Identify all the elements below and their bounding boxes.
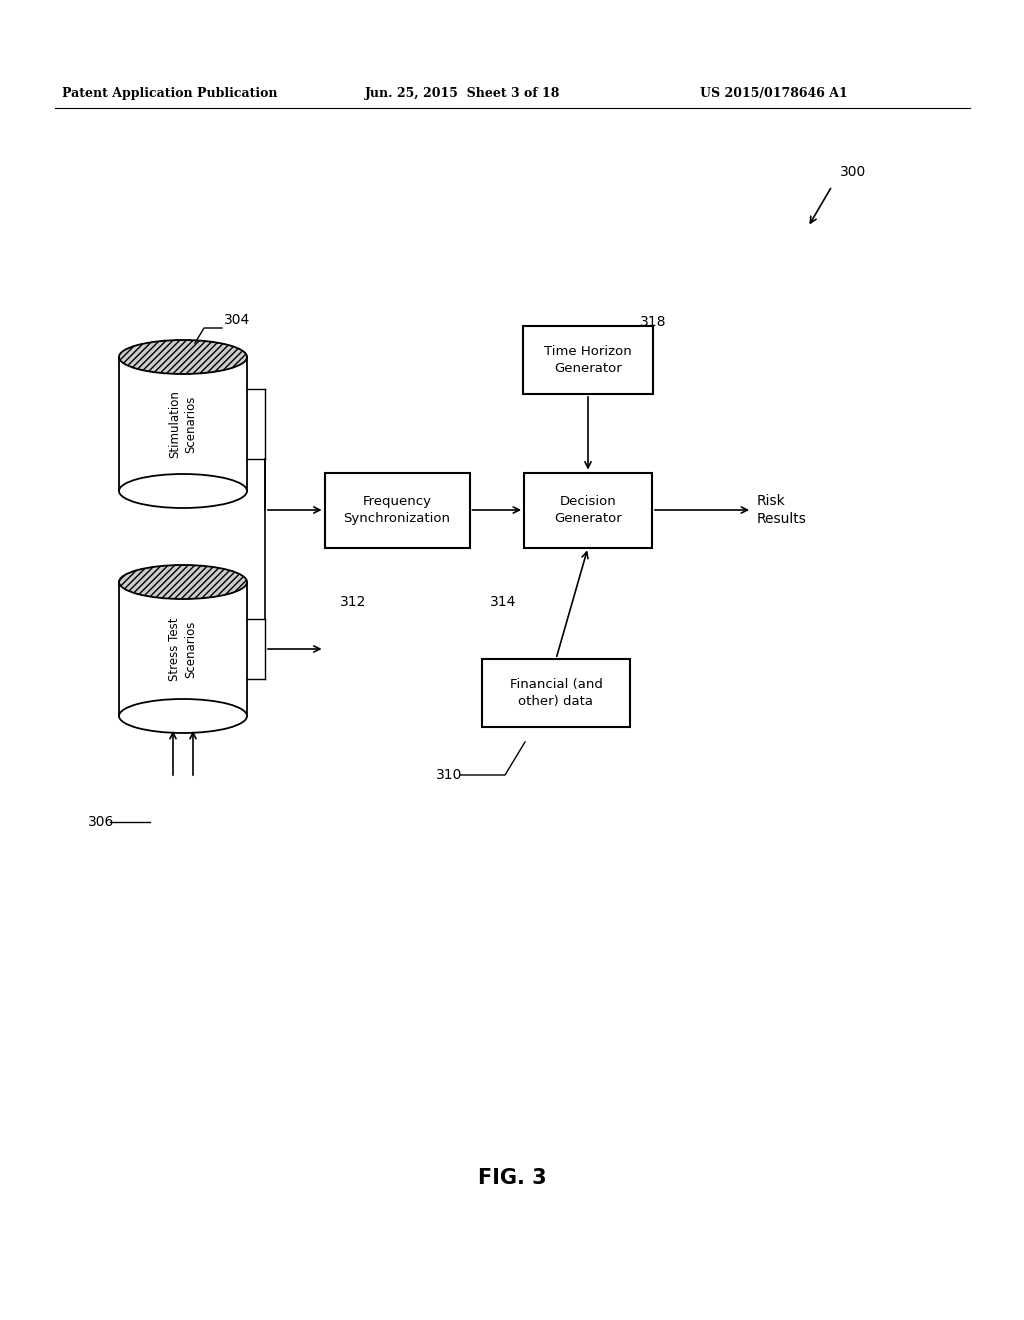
- Bar: [119, 356, 247, 491]
- Text: FIG. 3: FIG. 3: [477, 1168, 547, 1188]
- Text: Stimulation
Scenarios: Stimulation Scenarios: [169, 391, 198, 458]
- Text: Financial (and
other) data: Financial (and other) data: [510, 678, 602, 708]
- Text: Time Horizon
Generator: Time Horizon Generator: [544, 345, 632, 375]
- Bar: [119, 582, 247, 715]
- Text: Patent Application Publication: Patent Application Publication: [62, 87, 278, 99]
- Ellipse shape: [119, 700, 247, 733]
- Ellipse shape: [119, 341, 247, 374]
- Text: 310: 310: [436, 768, 463, 781]
- Text: Risk
Results: Risk Results: [757, 494, 807, 527]
- Bar: [482, 659, 630, 727]
- Text: Stress Test
Scenarios: Stress Test Scenarios: [169, 618, 198, 681]
- Text: 300: 300: [840, 165, 866, 180]
- Text: 314: 314: [490, 595, 516, 609]
- Text: 306: 306: [88, 814, 115, 829]
- Text: Frequency
Synchronization: Frequency Synchronization: [343, 495, 451, 525]
- Text: 304: 304: [224, 313, 250, 327]
- Bar: [524, 473, 652, 548]
- Ellipse shape: [119, 474, 247, 508]
- Text: Decision
Generator: Decision Generator: [554, 495, 622, 525]
- Text: 318: 318: [640, 315, 667, 329]
- Text: Jun. 25, 2015  Sheet 3 of 18: Jun. 25, 2015 Sheet 3 of 18: [365, 87, 560, 99]
- Text: US 2015/0178646 A1: US 2015/0178646 A1: [700, 87, 848, 99]
- Bar: [523, 326, 653, 393]
- Bar: [325, 473, 469, 548]
- Text: 312: 312: [340, 595, 367, 609]
- Ellipse shape: [119, 565, 247, 599]
